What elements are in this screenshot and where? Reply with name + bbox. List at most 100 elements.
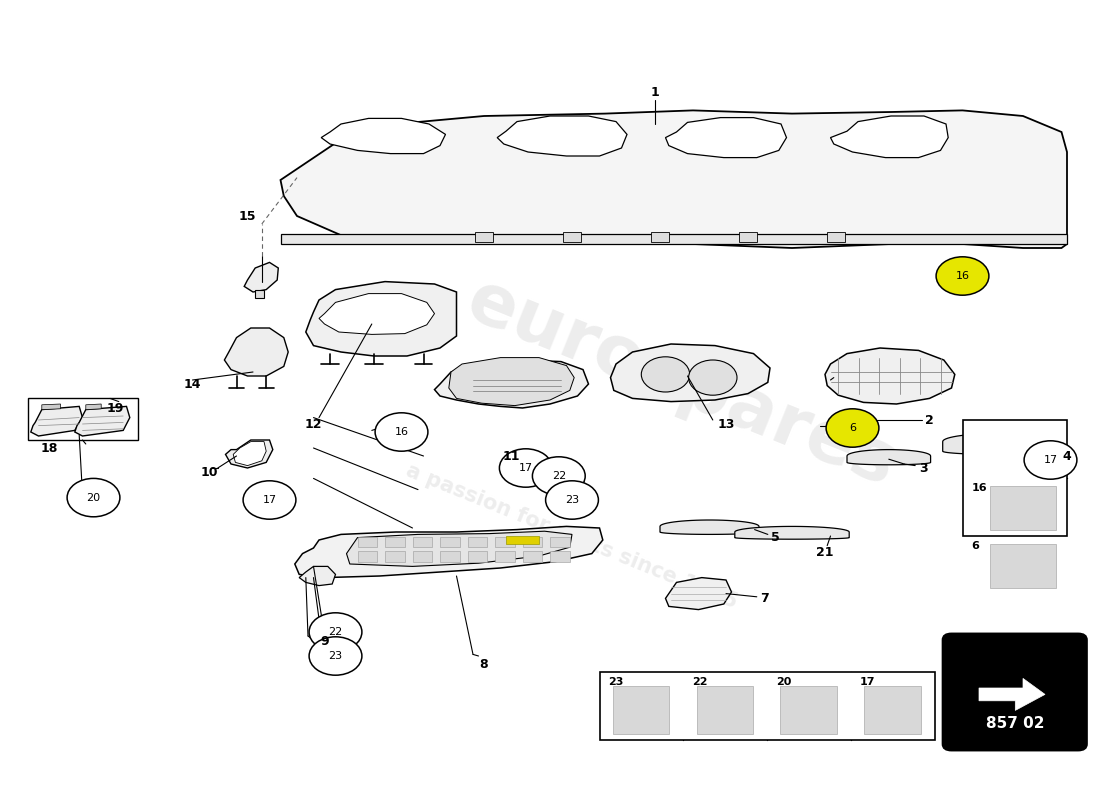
Polygon shape [412, 537, 432, 547]
Text: 6: 6 [849, 423, 856, 433]
FancyBboxPatch shape [600, 672, 935, 740]
FancyBboxPatch shape [990, 486, 1056, 530]
Circle shape [532, 457, 585, 495]
Polygon shape [31, 406, 82, 436]
Text: 17: 17 [860, 677, 876, 686]
FancyBboxPatch shape [990, 544, 1056, 587]
Text: 22: 22 [692, 677, 707, 686]
Text: 2: 2 [925, 414, 934, 426]
Polygon shape [550, 537, 570, 547]
Text: 16: 16 [395, 427, 408, 437]
Polygon shape [321, 118, 446, 154]
Polygon shape [255, 290, 264, 298]
Text: 1: 1 [650, 86, 659, 98]
Polygon shape [506, 536, 539, 544]
Text: 5: 5 [771, 531, 780, 544]
Text: 18: 18 [41, 442, 58, 454]
Circle shape [936, 257, 989, 295]
Text: 20: 20 [777, 677, 791, 686]
Polygon shape [495, 537, 515, 547]
Circle shape [1024, 441, 1077, 479]
Polygon shape [468, 537, 487, 547]
Text: 17: 17 [263, 495, 276, 505]
Polygon shape [651, 232, 669, 242]
Circle shape [499, 449, 552, 487]
Polygon shape [666, 118, 786, 158]
Text: 19: 19 [107, 402, 124, 414]
Text: 21: 21 [816, 546, 834, 558]
Text: 22: 22 [552, 471, 565, 481]
Polygon shape [468, 551, 487, 562]
Text: a passion for parts since 1985: a passion for parts since 1985 [404, 460, 740, 612]
Text: 17: 17 [1044, 455, 1057, 465]
Circle shape [309, 613, 362, 651]
Circle shape [826, 409, 879, 447]
Text: 15: 15 [239, 210, 256, 222]
Polygon shape [358, 551, 377, 562]
Polygon shape [346, 531, 572, 566]
Circle shape [375, 413, 428, 451]
Text: 4: 4 [1063, 450, 1071, 462]
Text: 8: 8 [480, 658, 488, 670]
FancyBboxPatch shape [613, 686, 669, 734]
FancyBboxPatch shape [962, 420, 1067, 536]
Polygon shape [830, 116, 948, 158]
Polygon shape [319, 294, 435, 334]
Text: 23: 23 [608, 677, 624, 686]
Text: 6: 6 [971, 541, 979, 550]
Polygon shape [440, 537, 460, 547]
Polygon shape [522, 537, 542, 547]
Polygon shape [550, 551, 570, 562]
Polygon shape [827, 232, 845, 242]
Polygon shape [244, 262, 278, 292]
Polygon shape [358, 537, 377, 547]
Circle shape [309, 637, 362, 675]
Text: 12: 12 [305, 418, 322, 430]
Polygon shape [739, 232, 757, 242]
Text: 22: 22 [329, 627, 342, 637]
Polygon shape [497, 116, 627, 156]
FancyBboxPatch shape [865, 686, 921, 734]
Polygon shape [86, 404, 101, 410]
Text: 16: 16 [971, 482, 987, 493]
Text: 10: 10 [200, 466, 218, 478]
Text: 23: 23 [565, 495, 579, 505]
Text: 16: 16 [956, 271, 969, 281]
Text: 9: 9 [320, 635, 329, 648]
Polygon shape [295, 526, 603, 578]
Circle shape [689, 360, 737, 395]
Text: eurospares: eurospares [458, 266, 906, 502]
Text: 11: 11 [503, 450, 520, 462]
Polygon shape [280, 110, 1067, 248]
Text: 7: 7 [760, 592, 769, 605]
Text: 23: 23 [329, 651, 342, 661]
Polygon shape [735, 526, 849, 539]
Polygon shape [42, 404, 60, 410]
Text: 17: 17 [519, 463, 532, 473]
Polygon shape [563, 232, 581, 242]
Circle shape [67, 478, 120, 517]
Polygon shape [979, 678, 1045, 710]
Polygon shape [306, 282, 456, 356]
Circle shape [546, 481, 598, 519]
Polygon shape [475, 232, 493, 242]
Polygon shape [943, 434, 1048, 454]
Polygon shape [224, 328, 288, 376]
Polygon shape [233, 442, 266, 466]
Polygon shape [825, 348, 955, 404]
FancyBboxPatch shape [781, 686, 837, 734]
Text: 13: 13 [717, 418, 735, 430]
Polygon shape [299, 566, 336, 586]
Text: 857 02: 857 02 [986, 717, 1044, 731]
Polygon shape [449, 358, 574, 406]
Text: 20: 20 [87, 493, 100, 502]
Polygon shape [434, 360, 588, 408]
FancyBboxPatch shape [943, 634, 1087, 750]
Polygon shape [385, 551, 405, 562]
Polygon shape [385, 537, 405, 547]
Polygon shape [280, 234, 1067, 244]
Polygon shape [495, 551, 515, 562]
Polygon shape [412, 551, 432, 562]
Circle shape [243, 481, 296, 519]
Polygon shape [226, 440, 273, 468]
